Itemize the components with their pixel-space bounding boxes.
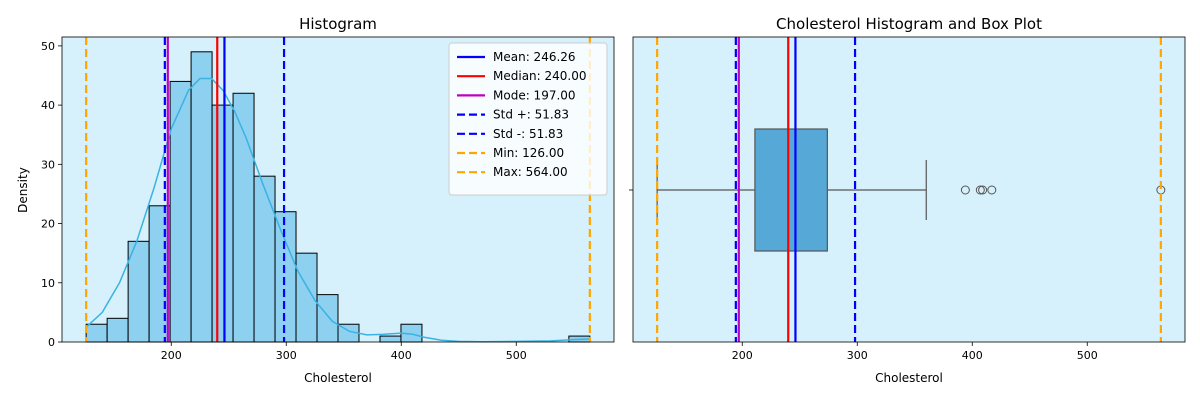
y-tick-label: 40 bbox=[41, 99, 55, 112]
x-tick-label: 300 bbox=[847, 349, 868, 362]
histogram-x-ticks: 200 300 400 500 bbox=[161, 342, 527, 362]
x-tick-label: 200 bbox=[161, 349, 182, 362]
histogram-panel: 200 300 400 500 0 10 20 30 40 50 Histogram Chole… bbox=[16, 15, 615, 385]
histogram-bar bbox=[253, 175, 276, 343]
legend-label: Median: 240.00 bbox=[493, 69, 587, 83]
legend-label: Min: 126.00 bbox=[493, 146, 564, 160]
x-tick-label: 500 bbox=[1077, 349, 1098, 362]
histogram-bar bbox=[379, 335, 402, 343]
outlier-point bbox=[975, 185, 985, 195]
histogram-bar bbox=[85, 323, 108, 343]
legend-label: Std +: 51.83 bbox=[493, 108, 569, 122]
histogram-bar bbox=[190, 51, 213, 343]
boxplot-x-ticks: 200 300 400 500 bbox=[732, 342, 1098, 362]
boxplot-frame bbox=[632, 36, 1186, 343]
x-tick-label: 400 bbox=[391, 349, 412, 362]
legend-label: Std -: 51.83 bbox=[493, 127, 563, 141]
y-tick-label: 10 bbox=[41, 277, 55, 290]
histogram-frame bbox=[61, 36, 615, 343]
histogram-title: Histogram bbox=[299, 15, 377, 33]
x-tick-label: 200 bbox=[732, 349, 753, 362]
histogram-bar bbox=[169, 80, 192, 343]
histogram-bar bbox=[316, 294, 339, 343]
y-tick-label: 20 bbox=[41, 218, 55, 231]
outlier-point bbox=[960, 185, 970, 195]
outlier-point bbox=[987, 185, 997, 195]
outlier-point bbox=[978, 185, 988, 195]
histogram-bar bbox=[274, 211, 297, 343]
legend: Mean: 246.26 Median: 240.00 Mode: 197.00 St… bbox=[448, 42, 608, 196]
x-tick-label: 500 bbox=[506, 349, 527, 362]
x-tick-label: 400 bbox=[962, 349, 983, 362]
legend-box bbox=[448, 42, 608, 196]
histogram-y-ticks: 0 10 20 30 40 50 bbox=[41, 40, 62, 349]
box-iqr bbox=[754, 128, 828, 252]
boxplot-title: Cholesterol Histogram and Box Plot bbox=[776, 15, 1042, 33]
legend-label: Mode: 197.00 bbox=[493, 88, 576, 102]
histogram-bar bbox=[106, 317, 129, 343]
boxplot-panel: 200 300 400 500 Cholesterol Histogram and B… bbox=[629, 15, 1186, 385]
y-tick-label: 50 bbox=[41, 40, 55, 53]
box-plot bbox=[656, 128, 1166, 252]
boxplot-stat-lines bbox=[656, 37, 1162, 342]
y-tick-label: 30 bbox=[41, 158, 55, 171]
histogram-y-label: Density bbox=[16, 167, 30, 213]
boxplot-x-label: Cholesterol bbox=[875, 371, 943, 385]
y-tick-label: 0 bbox=[48, 336, 55, 349]
legend-label: Mean: 246.26 bbox=[493, 50, 576, 64]
legend-label: Max: 564.00 bbox=[493, 165, 568, 179]
histogram-bar bbox=[211, 104, 234, 343]
x-tick-label: 300 bbox=[276, 349, 297, 362]
histogram-x-label: Cholesterol bbox=[304, 371, 372, 385]
